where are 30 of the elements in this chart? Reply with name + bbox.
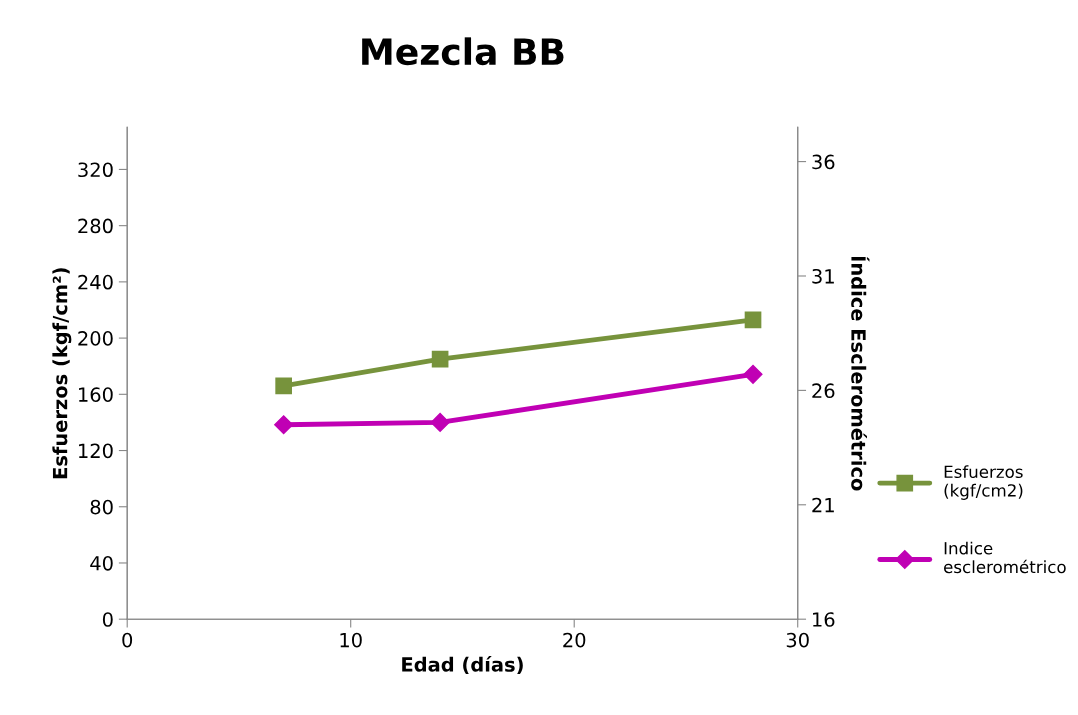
x-tick-label: 10 bbox=[340, 632, 362, 648]
x-tick-label: 30 bbox=[786, 632, 809, 648]
x-axis-title: Edad (días) bbox=[402, 655, 523, 675]
y2-tick-label: 26 bbox=[812, 383, 835, 399]
y-tick-label: 240 bbox=[78, 274, 113, 290]
y-axis-title: Esfuerzos (kgf/cm²) bbox=[52, 268, 72, 479]
y-tick-label: 0 bbox=[102, 612, 113, 627]
legend-label: Esfuerzos (kgf/cm2) bbox=[944, 465, 1023, 500]
point bbox=[274, 415, 294, 435]
y2-tick-label: 21 bbox=[812, 497, 834, 513]
legend-label: Indice esclerométrico bbox=[944, 541, 1066, 574]
point bbox=[275, 377, 292, 395]
x-tick-label: 20 bbox=[563, 632, 586, 648]
y2-tick-label: 16 bbox=[813, 612, 835, 627]
y-tick-label: 120 bbox=[79, 443, 113, 459]
point bbox=[743, 364, 763, 384]
y2-tick-label: 36 bbox=[812, 154, 835, 170]
x-tick-label: 0 bbox=[122, 632, 133, 648]
y2-tick-label: 31 bbox=[812, 268, 834, 284]
point bbox=[431, 350, 449, 368]
y-tick-label: 280 bbox=[78, 218, 113, 234]
y-tick-label: 80 bbox=[90, 499, 113, 515]
point bbox=[744, 311, 762, 329]
y2-axis-title: Índice Esclerométrico bbox=[851, 256, 870, 491]
y-tick-label: 40 bbox=[90, 555, 113, 571]
point bbox=[430, 412, 450, 432]
y-tick-label: 160 bbox=[79, 387, 113, 402]
y-tick-label: 320 bbox=[78, 162, 113, 178]
y-tick-label: 200 bbox=[78, 331, 113, 346]
chart-title: Mezcla BB bbox=[362, 37, 564, 66]
